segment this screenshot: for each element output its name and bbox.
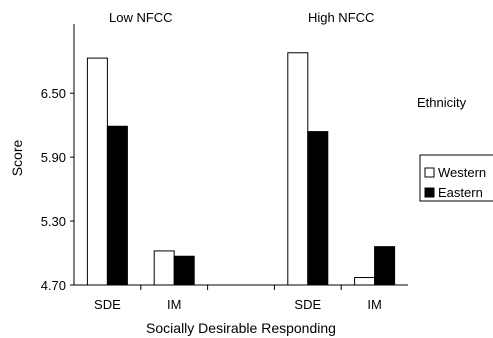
group-label: Low NFCC — [109, 10, 173, 25]
group-label: High NFCC — [308, 10, 374, 25]
bar-high-nfcc-sde-western — [287, 52, 309, 286]
x-tick-label: SDE — [294, 297, 321, 312]
bar-low-nfcc-sde-western — [86, 57, 108, 286]
y-tick-label: 4.70 — [41, 278, 66, 293]
legend-frame — [419, 154, 493, 202]
bar-high-nfcc-im-western — [354, 277, 376, 286]
bars — [86, 52, 396, 286]
x-axis-title: Socially Desirable Responding — [146, 320, 336, 336]
legend: Ethnicity Western Eastern — [417, 95, 493, 202]
legend-swatch-western — [424, 167, 435, 178]
y-axis-title: Score — [9, 140, 25, 177]
y-axis-ticks: 4.70 5.30 5.90 6.50 — [41, 86, 342, 293]
y-tick-label: 5.90 — [41, 150, 66, 165]
bar-low-nfcc-im-eastern — [173, 255, 195, 286]
legend-label-eastern: Eastern — [438, 185, 483, 200]
x-tick-label: IM — [367, 297, 381, 312]
group-labels: Low NFCC High NFCC — [109, 10, 374, 25]
legend-label-western: Western — [438, 165, 486, 180]
x-tick-label: SDE — [94, 297, 121, 312]
x-tick-labels: SDE IM SDE IM — [94, 297, 382, 312]
legend-swatch-eastern — [424, 187, 435, 198]
y-tick-label: 6.50 — [41, 86, 66, 101]
bar-low-nfcc-sde-eastern — [106, 125, 128, 286]
bar-high-nfcc-im-eastern — [374, 246, 396, 286]
legend-title: Ethnicity — [417, 95, 467, 110]
y-tick-label: 5.30 — [41, 214, 66, 229]
bar-low-nfcc-im-western — [153, 250, 175, 286]
bar-high-nfcc-sde-eastern — [307, 131, 329, 286]
x-tick-label: IM — [167, 297, 181, 312]
